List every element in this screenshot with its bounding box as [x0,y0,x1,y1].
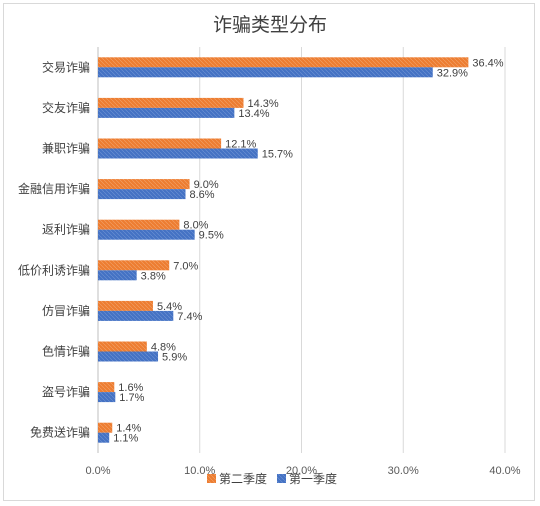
bar-q1 [98,270,137,281]
category-label: 金融信用诈骗 [18,181,90,196]
bar-q1 [98,107,235,118]
x-tick-label: 0.0% [85,465,110,477]
bar-q2 [98,179,190,190]
bar-q1 [98,392,116,403]
bar-q1 [98,229,195,240]
category-label: 免费送诈骗 [30,425,90,440]
data-label: 14.3% [248,98,279,110]
data-label: 3.8% [141,270,166,282]
chart-title: 诈骗类型分布 [213,14,327,36]
x-tick-label: 40.0% [489,465,520,477]
data-label: 1.7% [119,392,144,404]
data-label: 13.4% [238,108,269,120]
bar-q1 [98,189,186,200]
bar-q2 [98,138,222,149]
data-label: 7.4% [177,311,202,323]
legend-label: 第二季度 [219,471,267,486]
data-label: 9.5% [199,230,224,242]
bar-q2 [98,382,115,393]
data-label: 1.1% [113,433,138,445]
data-label: 5.9% [162,352,187,364]
bar-q2 [98,97,244,108]
data-label: 1.4% [116,423,141,435]
chart-frame [3,3,535,501]
bar-q2 [98,422,113,433]
data-label: 1.6% [118,382,143,394]
data-label: 12.1% [225,139,256,151]
x-tick-label: 20.0% [286,465,317,477]
bar-q1 [98,351,159,362]
bar-q1 [98,310,174,321]
category-label: 兼职诈骗 [42,141,90,156]
data-label: 9.0% [194,179,219,191]
data-label: 4.8% [151,342,176,354]
category-label: 低价利诱诈骗 [18,262,90,277]
x-tick-label: 30.0% [388,465,419,477]
data-label: 8.6% [190,189,215,201]
data-label: 8.0% [183,220,208,232]
legend-swatch [207,474,216,483]
category-label: 色情诈骗 [42,344,90,359]
data-label: 15.7% [262,149,293,161]
bar-q2 [98,341,147,352]
bar-q1 [98,67,433,78]
bars-layer [98,57,469,443]
labels-layer: 交易诈骗 36.4% 32.9% 交友诈骗 14.3%13.4% 兼职诈骗 12.1% 15.… [18,57,504,444]
data-label: 5.4% [157,301,182,313]
legend: 第二季度 第一季度 [207,471,337,486]
bar-q2 [98,57,469,68]
bar-q1 [98,432,110,443]
bar-q2 [98,219,180,230]
category-label: 交友诈骗 [42,100,90,115]
category-label: 仿冒诈骗 [42,303,90,318]
category-label: 返利诈骗 [42,222,90,237]
bar-q2 [98,260,170,271]
data-label: 32.9% [437,67,468,79]
bar-q1 [98,148,258,159]
data-label: 36.4% [472,57,503,69]
legend-label: 第一季度 [289,471,337,486]
data-label: 7.0% [173,260,198,272]
legend-swatch [277,474,286,483]
category-label: 盗号诈骗 [42,384,90,399]
category-label: 交易诈骗 [42,59,90,74]
bar-q2 [98,300,153,311]
